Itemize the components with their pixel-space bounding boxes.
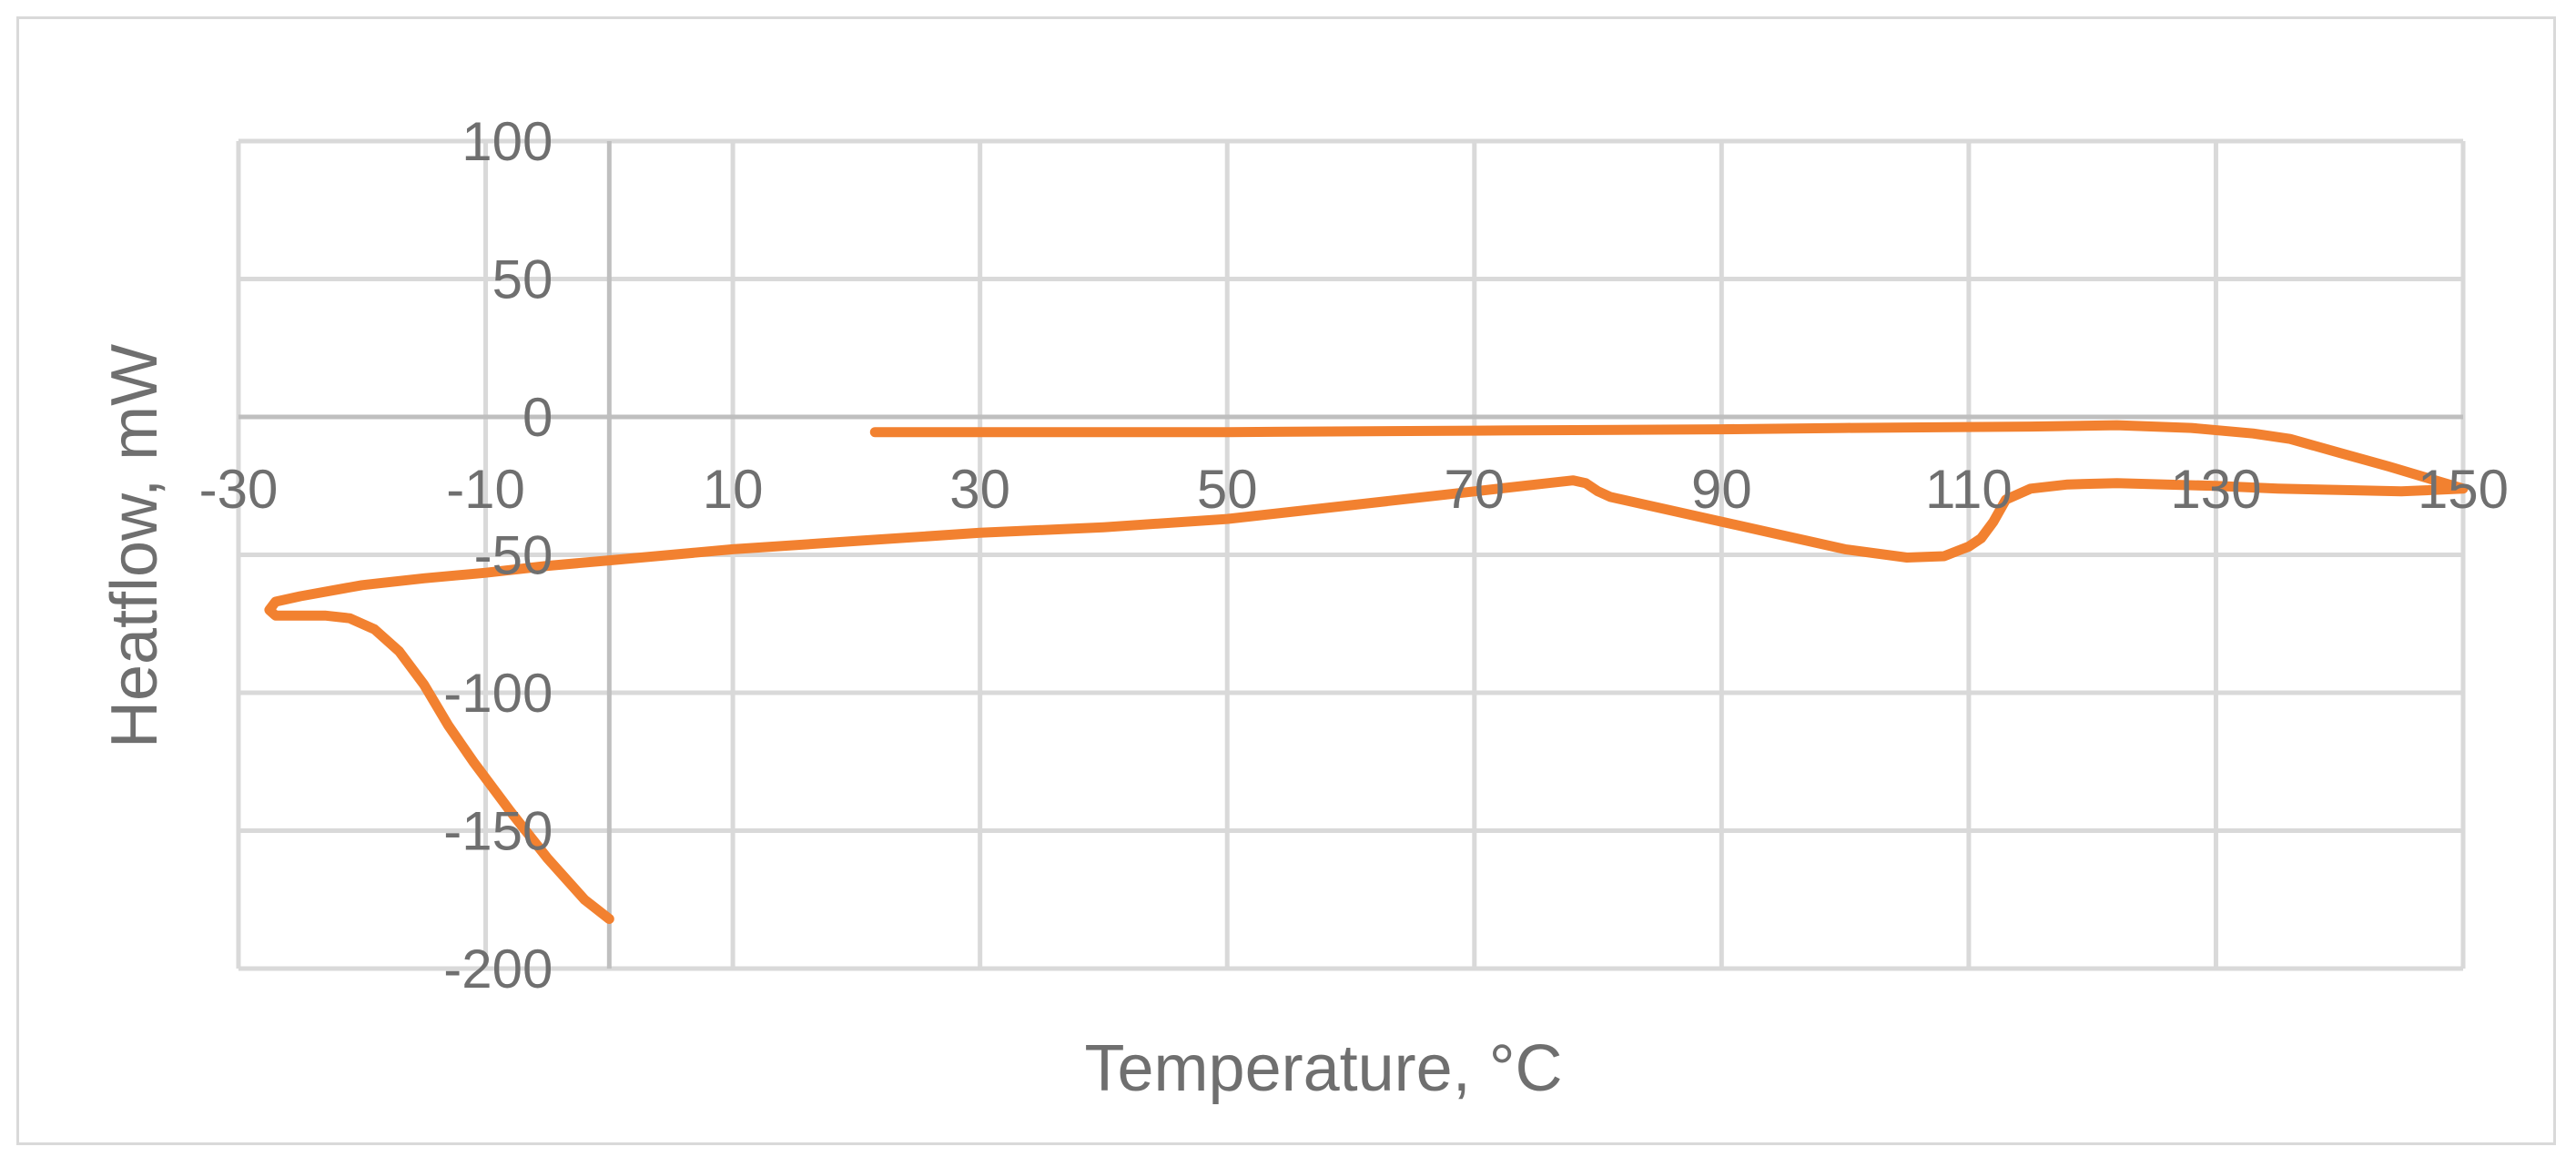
y-tick-label: 0 — [522, 387, 553, 448]
axes — [238, 141, 2463, 969]
y-tick-label: 100 — [461, 111, 553, 172]
y-tick-label: -50 — [474, 525, 553, 586]
x-tick-label: 50 — [1197, 459, 1258, 520]
y-tick-label: -200 — [443, 939, 553, 1000]
x-tick-label: 70 — [1444, 459, 1505, 520]
y-axis-title: Heatflow, mW — [98, 344, 171, 748]
y-tick-labels: 100 50 0 -50 -100 -150 -200 — [443, 111, 553, 1000]
y-tick-label: 50 — [492, 249, 553, 310]
x-tick-label: -30 — [199, 459, 279, 520]
gridlines — [236, 138, 2466, 971]
series-line — [264, 420, 2469, 924]
y-tick-label: -100 — [443, 663, 553, 724]
x-tick-label: 10 — [703, 459, 764, 520]
x-tick-label: 30 — [949, 459, 1010, 520]
y-tick-label: -150 — [443, 801, 553, 862]
x-tick-label: 90 — [1691, 459, 1752, 520]
x-tick-label: 150 — [2418, 459, 2509, 520]
x-tick-label: -10 — [446, 459, 525, 520]
x-tick-label: 110 — [1925, 459, 2013, 520]
x-tick-labels: -30 -10 10 30 50 70 90 110 130 150 — [199, 459, 2509, 520]
series-layer — [264, 420, 2469, 924]
x-tick-label: 130 — [2170, 459, 2261, 520]
x-axis-title: Temperature, °C — [1085, 1032, 1563, 1105]
